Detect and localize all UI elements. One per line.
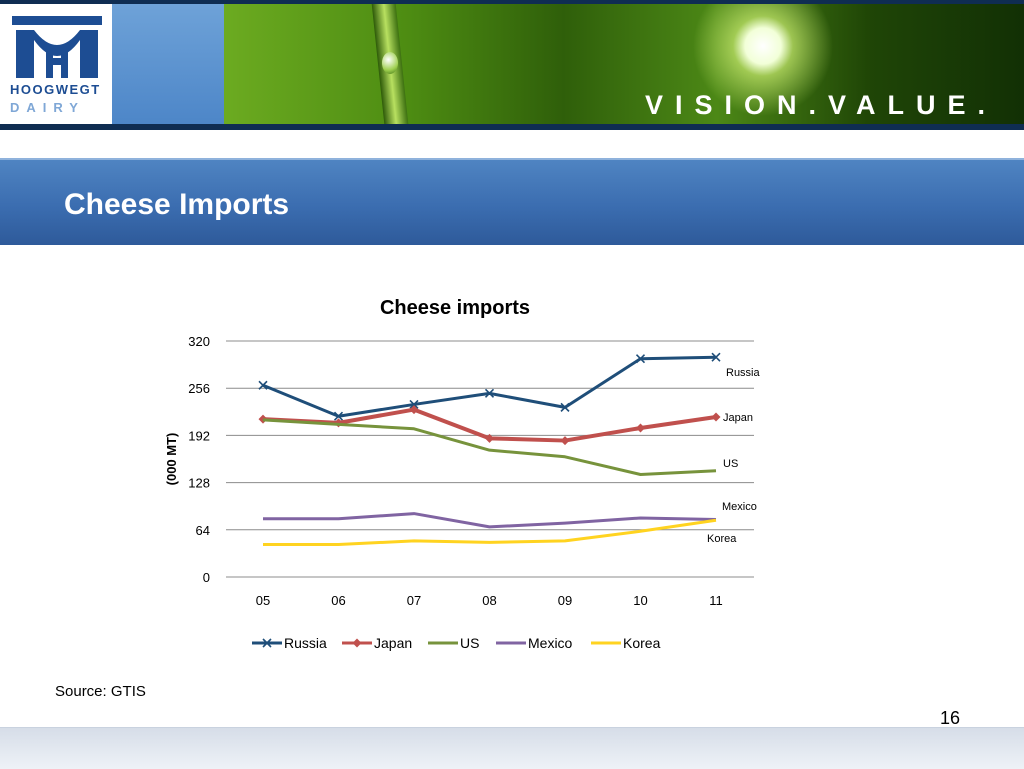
y-tick-label: 320 [188,334,210,349]
data-point-japan [560,436,570,446]
source-note: Source: GTIS [55,683,146,700]
x-tick-label: 06 [331,593,345,608]
logo-dairy-text: DAIRY [10,100,85,115]
data-point-russia [560,402,570,412]
series-end-label-korea: Korea [707,533,737,545]
title-bar [0,158,1024,245]
legend-label-korea: Korea [623,635,661,651]
cheese-imports-chart: Cheese imports 0 64 128 192 256 320 (000 MT) 05 0… [164,297,761,651]
data-point-japan [636,423,645,433]
y-tick-label: 0 [203,570,210,585]
legend-label-us: US [460,635,479,651]
data-point-russia [484,388,495,398]
series-line-russia [262,355,717,418]
data-point-japan [711,412,721,422]
x-tick-label: 09 [558,593,572,608]
x-tick-label: 08 [482,593,496,608]
legend-marker-russia [262,638,272,648]
header-banner: HOOGWEGT DAIRY VISION.VALUE. [0,0,1024,130]
data-point-russia [711,352,721,362]
slide-title: Cheese Imports [64,188,290,221]
series-line-mexico [263,512,717,529]
series-end-label-mexico: Mexico [722,501,757,513]
legend-marker-japan [352,638,362,648]
series-end-label-russia: Russia [726,367,761,379]
data-point-japan [409,405,419,415]
legend-label-russia: Russia [284,635,327,651]
x-tick-label: 05 [256,593,270,608]
data-point-russia [333,411,344,421]
series-end-label-us: US [723,458,738,470]
x-tick-label: 07 [407,593,421,608]
data-point-russia [635,354,646,364]
x-tick-label: 11 [709,593,723,608]
y-axis-label: (000 MT) [164,433,179,486]
y-tick-label: 128 [188,476,210,491]
data-point-japan [485,433,494,443]
company-logo: HOOGWEGT DAIRY [0,4,112,124]
series-line-korea [263,518,717,547]
banner-photo: HOOGWEGT DAIRY VISION.VALUE. [0,4,1024,124]
series-end-label-japan: Japan [723,412,753,424]
y-tick-label: 192 [188,428,210,443]
series-line-us [262,418,717,476]
y-tick-label: 64 [196,523,210,538]
tagline: VISION.VALUE. [645,90,998,120]
page-number: 16 [940,708,961,728]
hoogwegt-logo-icon [12,16,102,78]
chart-title: Cheese imports [380,297,530,319]
data-point-russia [258,380,268,390]
footer-band [0,727,1024,769]
legend-label-japan: Japan [374,635,412,651]
y-tick-label: 256 [188,381,210,396]
water-drop-image [382,52,398,74]
banner-sky-panel [112,4,224,124]
data-point-russia [409,399,419,409]
x-tick-label: 10 [633,593,647,608]
logo-name-text: HOOGWEGT [10,82,101,97]
legend-label-mexico: Mexico [528,635,573,651]
